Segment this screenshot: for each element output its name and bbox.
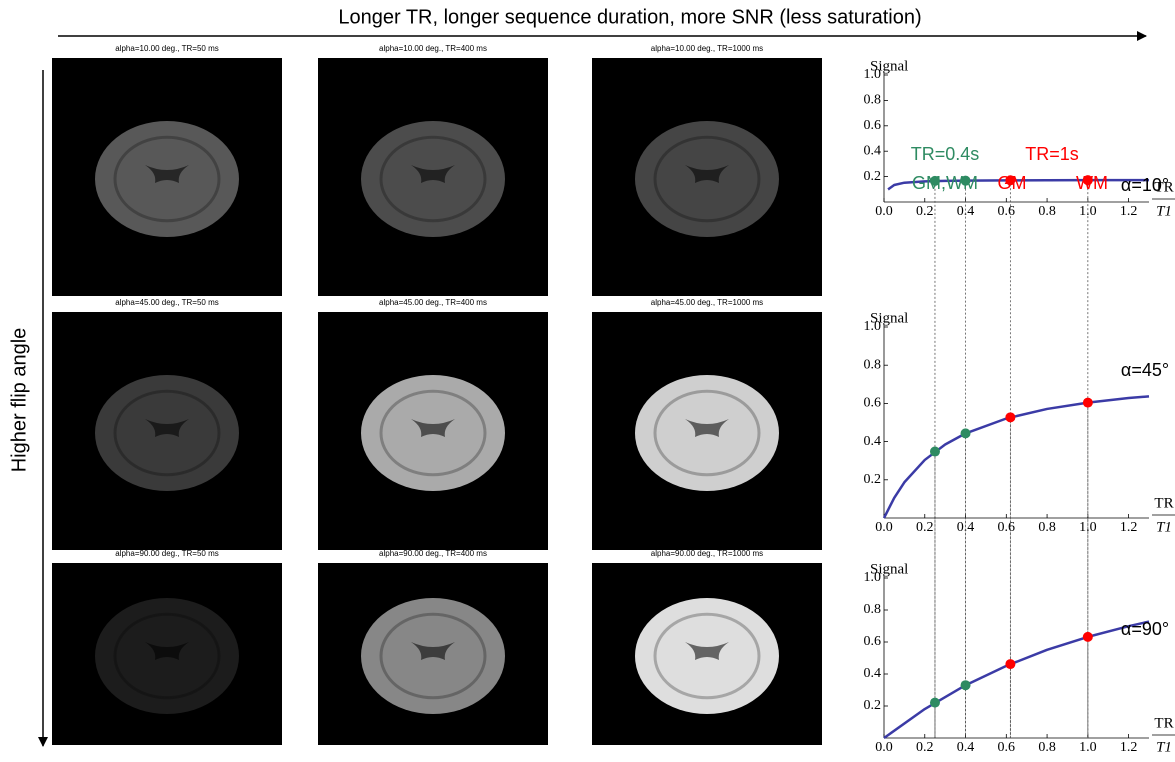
- data-point: [1005, 659, 1015, 669]
- annotation: TR=1s: [1025, 144, 1079, 164]
- x-axis-label-denominator: T1: [1156, 739, 1172, 755]
- data-point: [1083, 632, 1093, 642]
- x-tick-label: 0.4: [957, 740, 975, 755]
- x-tick-label: 0.0: [875, 520, 893, 535]
- x-tick-label: 1.2: [1120, 740, 1138, 755]
- y-tick-label: 0.8: [864, 357, 882, 372]
- x-tick-label: 0.8: [1038, 204, 1056, 219]
- y-tick-label: 0.8: [864, 602, 882, 617]
- x-tick-label: 0.2: [916, 520, 934, 535]
- data-point: [1083, 398, 1093, 408]
- image-title: alpha=45.00 deg., TR=1000 ms: [651, 298, 763, 307]
- x-tick-label: 0.2: [916, 740, 934, 755]
- x-axis-label: TR: [1154, 715, 1173, 731]
- top-label: Longer TR, longer sequence duration, mor…: [338, 6, 921, 28]
- data-point: [1005, 412, 1015, 422]
- image-title: alpha=10.00 deg., TR=400 ms: [379, 44, 487, 53]
- annotation: α=10°: [1121, 175, 1169, 195]
- data-point: [930, 698, 940, 708]
- annotation: α=90°: [1121, 619, 1169, 639]
- y-tick-label: 0.6: [864, 118, 882, 133]
- x-axis-label: TR: [1154, 495, 1173, 511]
- x-axis-label-denominator: T1: [1156, 519, 1172, 535]
- image-title: alpha=45.00 deg., TR=50 ms: [115, 298, 218, 307]
- y-tick-label: 0.8: [864, 93, 882, 108]
- annotation: GM,WM: [912, 173, 978, 193]
- y-tick-label: 1.0: [864, 570, 882, 585]
- x-tick-label: 1.0: [1079, 740, 1097, 755]
- y-tick-label: 0.2: [864, 698, 882, 713]
- y-tick-label: 1.0: [864, 67, 882, 82]
- image-title: alpha=10.00 deg., TR=1000 ms: [651, 44, 763, 53]
- side-label: Higher flip angle: [8, 328, 30, 473]
- x-tick-label: 0.8: [1038, 520, 1056, 535]
- x-tick-label: 0.6: [998, 204, 1016, 219]
- y-tick-label: 0.2: [864, 472, 882, 487]
- y-tick-label: 0.2: [864, 169, 882, 184]
- data-point: [930, 447, 940, 457]
- data-point: [961, 680, 971, 690]
- image-title: alpha=45.00 deg., TR=400 ms: [379, 298, 487, 307]
- x-tick-label: 1.2: [1120, 204, 1138, 219]
- x-tick-label: 0.6: [998, 740, 1016, 755]
- annotation: GM: [998, 173, 1027, 193]
- y-tick-label: 0.6: [864, 634, 882, 649]
- y-tick-label: 0.4: [864, 143, 882, 158]
- y-tick-label: 0.4: [864, 434, 882, 449]
- image-title: alpha=10.00 deg., TR=50 ms: [115, 44, 218, 53]
- y-tick-label: 0.6: [864, 396, 882, 411]
- image-grid: alpha=10.00 deg., TR=50 ms alpha=10.00 de…: [52, 44, 822, 745]
- x-tick-label: 0.2: [916, 204, 934, 219]
- x-tick-label: 0.8: [1038, 740, 1056, 755]
- annotation: α=45°: [1121, 360, 1169, 380]
- y-tick-label: 0.4: [864, 666, 882, 681]
- signal-curve: [884, 396, 1149, 518]
- signal-curve: [884, 622, 1149, 738]
- x-tick-label: 0.0: [875, 740, 893, 755]
- annotation: WM: [1076, 173, 1108, 193]
- x-tick-label: 0.0: [875, 204, 893, 219]
- image-title: alpha=90.00 deg., TR=400 ms: [379, 549, 487, 558]
- x-tick-label: 1.2: [1120, 520, 1138, 535]
- image-title: alpha=90.00 deg., TR=50 ms: [115, 549, 218, 558]
- y-tick-label: 1.0: [864, 319, 882, 334]
- x-axis-label-denominator: T1: [1156, 203, 1172, 219]
- x-tick-label: 0.6: [998, 520, 1016, 535]
- annotation: TR=0.4s: [911, 144, 980, 164]
- data-point: [961, 428, 971, 438]
- image-title: alpha=90.00 deg., TR=1000 ms: [651, 549, 763, 558]
